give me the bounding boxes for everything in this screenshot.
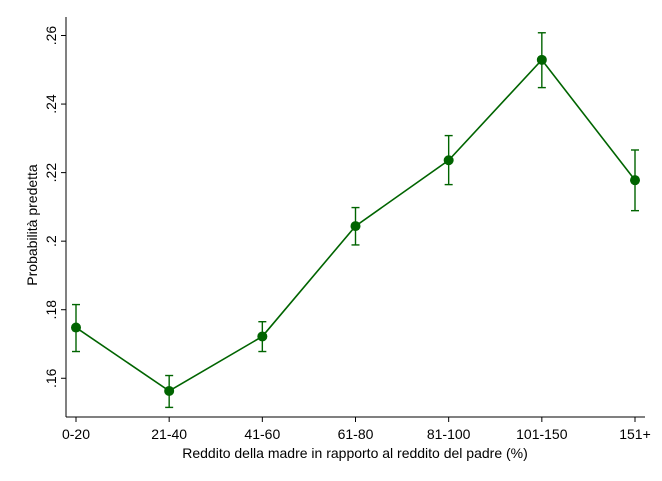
data-point bbox=[443, 155, 454, 166]
error-bars bbox=[72, 32, 639, 409]
y-tick-label: .22 bbox=[43, 163, 59, 183]
y-tick-label: .26 bbox=[43, 26, 59, 46]
x-tick-label: 41-60 bbox=[244, 426, 280, 442]
y-tick-label: .18 bbox=[43, 300, 59, 320]
data-point bbox=[257, 331, 268, 342]
y-ticks: .16 .18 .2 .22 .24 .26 bbox=[43, 26, 66, 388]
y-axis-label: Probabilità predetta bbox=[24, 164, 40, 286]
x-tick-label: 151+ bbox=[619, 426, 651, 442]
x-tick-label: 101-150 bbox=[516, 426, 568, 442]
data-point bbox=[630, 175, 640, 186]
y-tick-label: .16 bbox=[43, 368, 59, 388]
data-points bbox=[71, 54, 640, 396]
y-tick-label: .24 bbox=[43, 94, 59, 114]
data-point bbox=[164, 385, 175, 396]
data-point bbox=[350, 221, 361, 232]
x-ticks: 0-20 21-40 41-60 61-80 81-100 101-150 151+ bbox=[62, 417, 651, 442]
x-tick-label: 61-80 bbox=[338, 426, 374, 442]
y-tick-label: .2 bbox=[43, 235, 59, 247]
x-axis-label: Reddito della madre in rapporto al reddi… bbox=[182, 445, 528, 461]
data-point bbox=[71, 322, 81, 333]
x-tick-label: 81-100 bbox=[427, 426, 471, 442]
x-tick-label: 0-20 bbox=[62, 426, 90, 442]
data-point bbox=[536, 54, 547, 65]
x-tick-label: 21-40 bbox=[151, 426, 187, 442]
